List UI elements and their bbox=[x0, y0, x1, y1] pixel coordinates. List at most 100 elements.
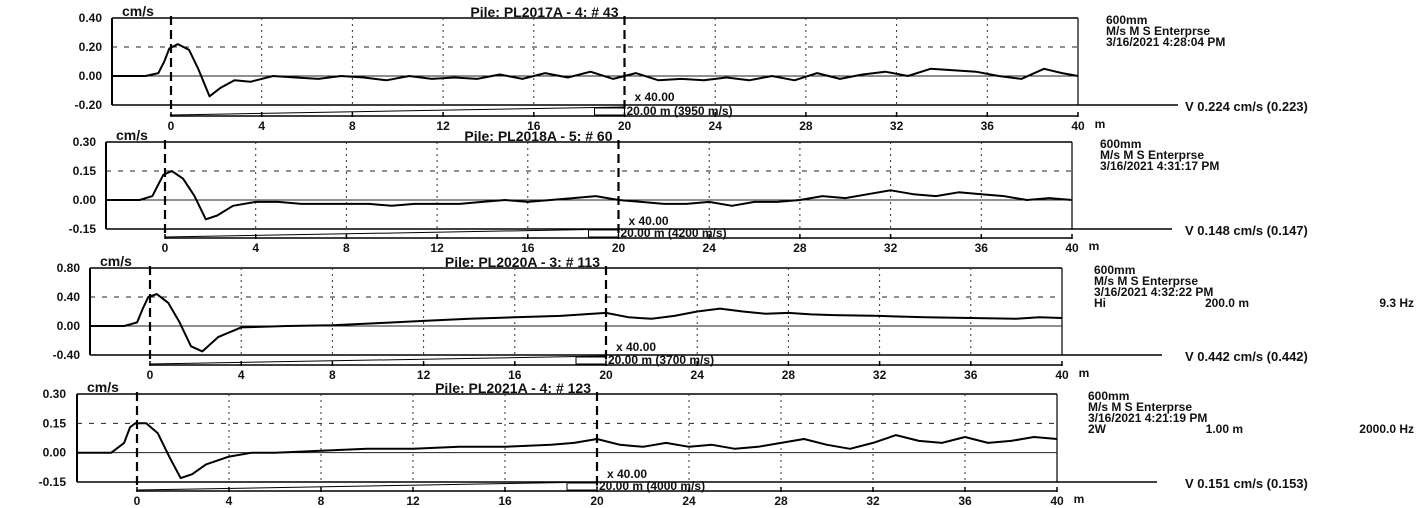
trace-panel-4: 0.30 0.15 0.00 -0.15 cm/s 0 4 8 12 16 20 24 28 32 36 40… bbox=[39, 379, 1414, 508]
amplification-label: x 40.00 bbox=[635, 90, 675, 104]
x-tick-label: 12 bbox=[406, 494, 420, 508]
x-tick-label: 4 bbox=[252, 241, 259, 255]
x-tick-label: 20 bbox=[599, 368, 613, 382]
x-tick-label: 12 bbox=[436, 119, 450, 133]
peak-velocity-label: V 0.224 cm/s (0.223) bbox=[1185, 99, 1308, 114]
amplification-box bbox=[566, 482, 598, 491]
y-unit-label: cm/s bbox=[87, 379, 119, 395]
x-tick-label: 32 bbox=[884, 241, 898, 255]
peak-velocity-label: V 0.148 cm/s (0.147) bbox=[1185, 223, 1308, 238]
x-tick-label: 20 bbox=[590, 494, 604, 508]
x-tick-label: 28 bbox=[793, 241, 807, 255]
y-tick-label: 0.15 bbox=[73, 164, 97, 178]
velocity-trace bbox=[77, 422, 1058, 480]
y-tick-label: -0.15 bbox=[39, 475, 67, 489]
filter-frequency: 2000.0 Hz bbox=[1359, 422, 1414, 436]
x-tick-label: 4 bbox=[238, 368, 245, 382]
x-tick-label: 24 bbox=[709, 119, 723, 133]
velocity-trace bbox=[106, 170, 1073, 221]
y-tick-label: 0.00 bbox=[57, 319, 81, 333]
x-tick-label: 8 bbox=[349, 119, 356, 133]
x-tick-label: 32 bbox=[866, 494, 880, 508]
x-tick-label: 12 bbox=[430, 241, 444, 255]
x-tick-label: 8 bbox=[329, 368, 336, 382]
x-tick-label: 16 bbox=[527, 119, 541, 133]
length-wavespeed-label: 20.00 m (3700 m/s) bbox=[608, 353, 714, 367]
trace-panel-1: 0.40 0.20 0.00 -0.20 cm/s 0 4 8 12 16 20 24 28 32 36 40… bbox=[75, 3, 1308, 133]
y-tick-label: -0.15 bbox=[69, 222, 97, 236]
amplification-label: x 40.00 bbox=[629, 214, 669, 228]
filter-mode: Hi bbox=[1094, 296, 1106, 310]
amplification-box bbox=[594, 107, 625, 116]
trace-info-line: 600mm bbox=[1106, 13, 1147, 27]
peak-velocity-label: V 0.442 cm/s (0.442) bbox=[1185, 349, 1308, 364]
filter-mode: 2W bbox=[1088, 422, 1107, 436]
x-tick-label: 36 bbox=[964, 368, 978, 382]
x-tick-label: 24 bbox=[682, 494, 696, 508]
peak-velocity-label: V 0.151 cm/s (0.153) bbox=[1185, 476, 1308, 491]
velocity-trace bbox=[112, 43, 1079, 98]
velocity-trace bbox=[90, 293, 1063, 353]
x-unit-label: m bbox=[1089, 239, 1100, 253]
length-wavespeed-label: 20.00 m (4200 m/s) bbox=[621, 226, 727, 240]
amplification-ramp bbox=[136, 481, 598, 491]
x-tick-label: 28 bbox=[799, 119, 813, 133]
y-unit-label: cm/s bbox=[100, 253, 132, 269]
trace-info-line: 600mm bbox=[1094, 263, 1135, 277]
y-tick-label: -0.20 bbox=[75, 98, 103, 112]
trace-info-line: M/s M S Enterprse bbox=[1100, 148, 1204, 162]
trace-info-line: 3/16/2021 4:21:19 PM bbox=[1088, 411, 1207, 425]
amplification-ramp bbox=[164, 228, 619, 238]
amplification-label: x 40.00 bbox=[607, 467, 647, 481]
y-tick-label: 0.80 bbox=[57, 261, 81, 275]
x-tick-label: 0 bbox=[162, 241, 169, 255]
x-tick-label: 20 bbox=[612, 241, 626, 255]
y-unit-label: cm/s bbox=[122, 3, 154, 19]
x-tick-label: 36 bbox=[975, 241, 989, 255]
x-tick-label: 0 bbox=[134, 494, 141, 508]
trace-title: Pile: PL2020A - 3: # 113 bbox=[445, 254, 600, 270]
filter-length: 200.0 m bbox=[1205, 296, 1249, 310]
trace-info-line: M/s M S Enterprse bbox=[1094, 274, 1198, 288]
x-tick-label: 12 bbox=[417, 368, 431, 382]
amplification-box bbox=[588, 229, 619, 238]
x-unit-label: m bbox=[1095, 117, 1106, 131]
trace-info-line: 600mm bbox=[1088, 389, 1129, 403]
trace-title: Pile: PL2021A - 4: # 123 bbox=[435, 380, 591, 396]
x-tick-label: 8 bbox=[343, 241, 350, 255]
x-tick-label: 4 bbox=[258, 119, 265, 133]
x-tick-label: 40 bbox=[1055, 368, 1069, 382]
trace-info-line: M/s M S Enterprse bbox=[1106, 24, 1210, 38]
y-tick-label: 0.40 bbox=[57, 290, 81, 304]
x-tick-label: 40 bbox=[1065, 241, 1079, 255]
x-tick-label: 0 bbox=[147, 368, 154, 382]
x-tick-label: 32 bbox=[890, 119, 904, 133]
trace-info-line: 3/16/2021 4:31:17 PM bbox=[1100, 159, 1219, 173]
filter-length: 1.00 m bbox=[1206, 422, 1243, 436]
y-tick-label: 0.00 bbox=[73, 193, 97, 207]
amplification-label: x 40.00 bbox=[616, 340, 656, 354]
y-tick-label: 0.30 bbox=[43, 387, 67, 401]
x-unit-label: m bbox=[1074, 492, 1085, 506]
x-tick-label: 24 bbox=[703, 241, 717, 255]
amplification-ramp bbox=[170, 106, 625, 116]
x-tick-label: 40 bbox=[1071, 119, 1085, 133]
x-tick-label: 36 bbox=[981, 119, 995, 133]
y-tick-label: 0.20 bbox=[79, 40, 103, 54]
y-tick-label: 0.15 bbox=[43, 416, 67, 430]
x-tick-label: 36 bbox=[958, 494, 972, 508]
trace-panel-2: 0.30 0.15 0.00 -0.15 cm/s 0 4 8 12 16 20 24 28 32 36 40… bbox=[69, 127, 1308, 255]
y-tick-label: 0.00 bbox=[43, 446, 67, 460]
length-wavespeed-label: 20.00 m (4000 m/s) bbox=[599, 479, 705, 493]
x-tick-label: 20 bbox=[618, 119, 632, 133]
x-tick-label: 16 bbox=[498, 494, 512, 508]
x-tick-label: 8 bbox=[318, 494, 325, 508]
trace-title: Pile: PL2018A - 5: # 60 bbox=[464, 128, 612, 144]
x-tick-label: 16 bbox=[521, 241, 535, 255]
trace-info-line: 600mm bbox=[1100, 137, 1141, 151]
amplification-ramp bbox=[149, 355, 607, 365]
trace-panel-3: 0.80 0.40 0.00 -0.40 cm/s 0 4 8 12 16 20 24 28 32 36 40… bbox=[53, 253, 1414, 382]
y-tick-label: 0.40 bbox=[79, 11, 103, 25]
amplification-box bbox=[575, 356, 607, 365]
